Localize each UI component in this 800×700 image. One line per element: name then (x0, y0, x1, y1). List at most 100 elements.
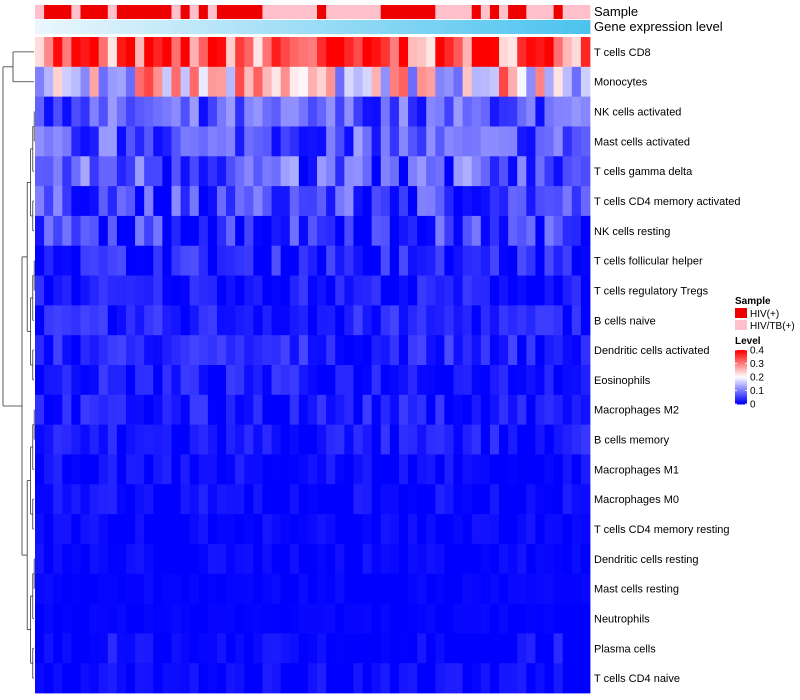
heatmap-cell (571, 305, 582, 336)
heatmap-cell (371, 305, 382, 336)
heatmap-cell (426, 66, 436, 98)
heatmap-cell (326, 245, 336, 276)
gene-expression-cell (471, 20, 482, 34)
heatmap-cell (471, 454, 482, 485)
heatmap-cell (471, 365, 482, 396)
heatmap-cell (280, 514, 291, 545)
heatmap-cell (544, 514, 555, 545)
heatmap-cell (253, 514, 263, 545)
heatmap-cell (171, 633, 181, 664)
heatmap-cell (317, 37, 327, 68)
heatmap-cell (362, 305, 373, 336)
heatmap-cell (562, 394, 573, 426)
sample-cell (535, 5, 545, 19)
sample-cell (326, 5, 336, 19)
heatmap-cell (508, 186, 518, 217)
heatmap-cell (489, 633, 500, 664)
gene-expression-cell (144, 20, 154, 34)
heatmap-cell (489, 96, 500, 127)
heatmap-cell (116, 514, 127, 545)
heatmap-cell (489, 394, 500, 426)
heatmap-cell (362, 66, 373, 98)
heatmap-cell (44, 573, 54, 604)
heatmap-cell (517, 633, 527, 664)
heatmap-cell (235, 275, 245, 306)
heatmap-cell (107, 484, 118, 515)
heatmap-cell (253, 37, 263, 68)
heatmap-cell (480, 543, 491, 575)
heatmap-cell (44, 663, 54, 694)
heatmap-cell (226, 573, 236, 604)
heatmap-cell (207, 215, 218, 247)
level-legend-title: Level (735, 336, 761, 347)
heatmap-cell (162, 305, 172, 336)
heatmap-cell (207, 186, 218, 217)
heatmap-cell (580, 394, 591, 426)
sample-cell (307, 5, 318, 19)
heatmap-cell (471, 663, 482, 694)
heatmap-cell (335, 215, 345, 247)
heatmap-cell (80, 663, 90, 694)
heatmap-cell (307, 215, 318, 247)
heatmap-cell (89, 603, 100, 634)
sample-legend-swatch (735, 308, 747, 318)
heatmap-cell (235, 365, 245, 396)
heatmap-cell (553, 633, 564, 664)
row-label: Macrophages M0 (594, 494, 679, 506)
heatmap-cell (35, 663, 45, 694)
heatmap-cell (107, 514, 118, 545)
heatmap-cell (244, 394, 254, 426)
heatmap-cell (480, 424, 491, 455)
heatmap-cell (389, 275, 400, 306)
heatmap-cell (326, 66, 336, 98)
heatmap-cell (116, 365, 127, 396)
heatmap-cell (262, 245, 272, 276)
heatmap-cell (307, 484, 318, 515)
sample-cell (262, 5, 272, 19)
heatmap-cell (35, 37, 45, 68)
sample-cell (298, 5, 309, 19)
heatmap-cell (335, 335, 345, 366)
heatmap-cell (362, 633, 373, 664)
sample-cell (216, 5, 227, 19)
heatmap-cell (235, 215, 245, 247)
heatmap-cell (326, 543, 336, 575)
heatmap-cell (107, 365, 118, 396)
gene-expression-cell (80, 20, 90, 34)
heatmap-cell (244, 573, 254, 604)
gene-expression-cell (535, 20, 545, 34)
heatmap-cell (207, 245, 218, 276)
heatmap-cell (480, 394, 491, 426)
row-label: T cells regulatory Tregs (594, 285, 709, 297)
heatmap-cell (398, 305, 409, 336)
heatmap-cell (426, 484, 436, 515)
heatmap-cell (499, 215, 509, 247)
heatmap-cell (508, 245, 518, 276)
heatmap-cell (162, 245, 172, 276)
heatmap-cell (198, 514, 209, 545)
heatmap-cell (89, 335, 100, 366)
heatmap-cell (116, 484, 127, 515)
gene-expression-cell (435, 20, 445, 34)
heatmap-cell (198, 305, 209, 336)
heatmap-cell (389, 603, 400, 634)
heatmap-cell (80, 156, 90, 187)
heatmap-cell (535, 96, 545, 127)
heatmap-cell (508, 484, 518, 515)
heatmap-cell (471, 156, 482, 187)
heatmap-cell (471, 514, 482, 545)
heatmap-cell (207, 514, 218, 545)
heatmap-cell (107, 603, 118, 634)
heatmap-cell (144, 37, 154, 68)
heatmap-cell (444, 37, 454, 68)
heatmap-cell (462, 126, 473, 157)
heatmap-cell (44, 305, 54, 336)
heatmap-cell (189, 573, 200, 604)
heatmap-cell (289, 663, 300, 694)
heatmap-cell (153, 66, 163, 98)
heatmap-cell (444, 454, 454, 485)
heatmap-cell (335, 484, 345, 515)
heatmap-cell (380, 454, 391, 485)
heatmap-cell (35, 424, 45, 455)
heatmap-cell (353, 365, 363, 396)
